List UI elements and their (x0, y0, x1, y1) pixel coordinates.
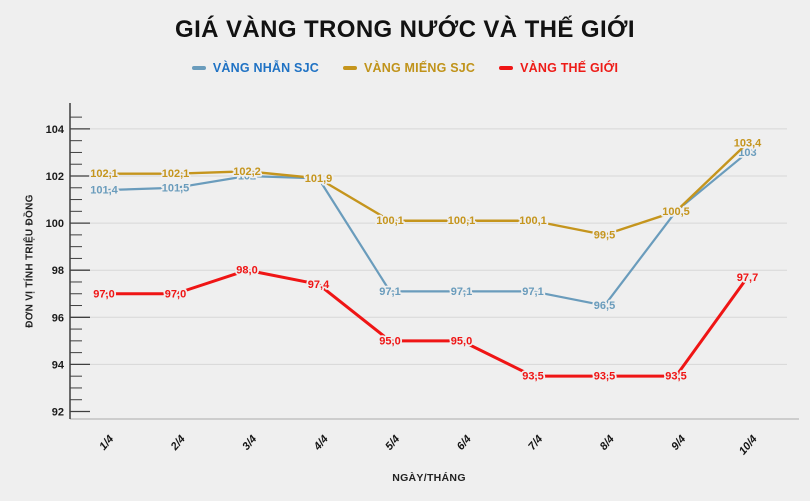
data-label-vang-the-gioi-1-4: 97,0 (93, 288, 114, 300)
legend-label: VÀNG THẾ GIỚI (520, 61, 619, 75)
data-label-vang-mieng-sjc-5-4: 100,1 (376, 215, 404, 227)
x-tick-label-5-4: 5/4 (383, 433, 402, 452)
legend-dash-icon (342, 66, 357, 70)
data-label-vang-nhan-sjc-2-4: 101,5 (162, 182, 190, 194)
data-label-vang-the-gioi-3-4: 98,0 (236, 265, 257, 277)
data-label-vang-the-gioi-2-4: 97,0 (165, 288, 186, 300)
data-label-vang-mieng-sjc-1-4: 102,1 (90, 168, 118, 180)
x-tick-label-2-4: 2/4 (168, 433, 188, 453)
x-tick-label-4-4: 4/4 (311, 433, 331, 453)
data-label-vang-the-gioi-9-4: 93,5 (665, 371, 686, 383)
y-tick-label: 98 (52, 265, 64, 277)
legend-item-vang-mieng-sjc: VÀNG MIẾNG SJC (342, 61, 476, 75)
data-label-vang-mieng-sjc-9-4: 100,5 (662, 206, 690, 218)
data-label-vang-nhan-sjc-8-4: 96,5 (594, 300, 615, 312)
data-label-vang-mieng-sjc-8-4: 99,5 (594, 229, 615, 241)
chart-title: GIÁ VÀNG TRONG NƯỚC VÀ THẾ GIỚI (175, 16, 635, 43)
y-tick-label: 92 (52, 407, 64, 419)
x-tick-label-10-4: 10/4 (737, 433, 760, 457)
legend-item-vang-nhan-sjc: VÀNG NHẪN SJC (191, 61, 319, 75)
data-label-vang-the-gioi-10-4: 97,7 (737, 272, 758, 284)
data-label-vang-mieng-sjc-10-4: 103,4 (734, 138, 762, 150)
series-line-vang-nhan-sjc (102, 151, 749, 307)
data-label-vang-the-gioi-4-4: 97,4 (308, 279, 330, 291)
data-label-vang-mieng-sjc-4-4: 101,9 (305, 173, 333, 185)
legend-label: VÀNG NHẪN SJC (212, 61, 319, 75)
series-line-vang-mieng-sjc (102, 141, 749, 237)
legend-item-vang-the-gioi: VÀNG THẾ GIỚI (499, 61, 618, 75)
y-tick-label: 100 (46, 218, 64, 230)
data-label-vang-mieng-sjc-2-4: 102,1 (162, 168, 190, 180)
legend-label: VÀNG MIẾNG SJC (363, 61, 476, 75)
series-line-vang-the-gioi (102, 268, 749, 378)
y-tick-label: 94 (52, 359, 65, 371)
data-label-vang-mieng-sjc-6-4: 100,1 (448, 215, 476, 227)
data-label-vang-nhan-sjc-7-4: 97,1 (522, 286, 543, 298)
data-label-vang-the-gioi-6-4: 95,0 (451, 335, 472, 347)
x-tick-label-6-4: 6/4 (455, 433, 474, 452)
x-tick-label-3-4: 3/4 (240, 433, 259, 452)
data-label-vang-mieng-sjc-3-4: 102,2 (233, 166, 261, 178)
x-tick-label-7-4: 7/4 (526, 433, 545, 452)
x-axis-title: NGÀY/THÁNG (392, 472, 466, 484)
x-tick-label-9-4: 9/4 (669, 433, 688, 452)
legend: VÀNG NHẪN SJC VÀNG MIẾNG SJC VÀNG THẾ GIỚI (0, 61, 810, 75)
x-tick-label-1-4: 1/4 (97, 433, 116, 452)
data-label-vang-nhan-sjc-6-4: 97,1 (451, 286, 472, 298)
y-tick-label: 96 (52, 312, 64, 324)
data-label-vang-the-gioi-8-4: 93,5 (594, 371, 615, 383)
data-label-vang-nhan-sjc-1-4: 101,4 (90, 185, 118, 197)
data-label-vang-the-gioi-7-4: 93,5 (522, 371, 543, 383)
x-tick-label-8-4: 8/4 (598, 433, 617, 452)
data-label-vang-nhan-sjc-5-4: 97,1 (379, 286, 400, 298)
y-tick-label: 102 (46, 171, 64, 183)
data-label-vang-the-gioi-5-4: 95,0 (379, 335, 400, 347)
y-tick-label: 104 (46, 124, 65, 136)
legend-dash-icon (191, 66, 206, 70)
legend-dash-icon (499, 66, 514, 70)
data-label-vang-mieng-sjc-7-4: 100,1 (519, 215, 547, 227)
